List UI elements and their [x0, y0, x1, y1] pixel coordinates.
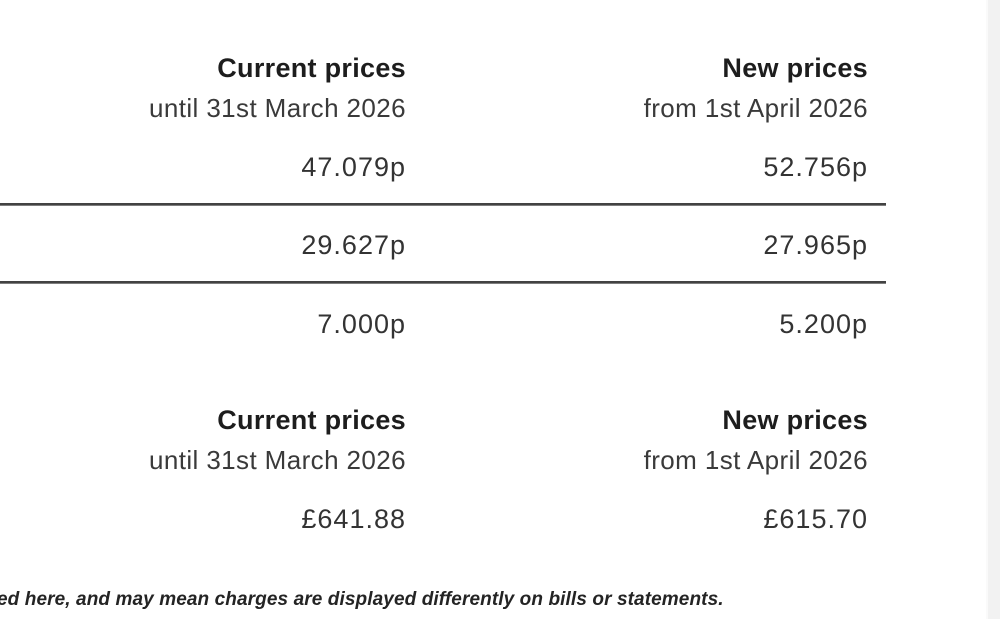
rate-2-new-value: 27.965p: [763, 230, 868, 260]
footnote-text: ed here, and may mean charges are displa…: [0, 589, 724, 610]
new-prices-subtitle: from 1st April 2026: [643, 445, 868, 475]
rate-2-current-value: 29.627p: [301, 230, 406, 260]
table-row: 47.079p 52.756p: [0, 152, 1000, 188]
page-right-margin-strip: [986, 0, 1000, 619]
rate-3-new-value: 5.200p: [779, 309, 868, 339]
cost-current-value: £641.88: [301, 504, 406, 534]
current-prices-subtitle: until 31st March 2026: [149, 93, 406, 123]
current-prices-header: Current prices: [217, 405, 406, 435]
cost-new-value: £615.70: [763, 504, 868, 534]
row-divider: [0, 281, 886, 284]
unit-rates-header-subtitle-row: until 31st March 2026 from 1st April 202…: [0, 93, 1000, 130]
new-prices-subtitle: from 1st April 2026: [643, 93, 868, 123]
current-prices-header: Current prices: [217, 53, 406, 83]
costs-header-title-row: Current prices New prices: [0, 405, 1000, 441]
table-row: 29.627p 27.965p: [0, 230, 1000, 266]
new-prices-header: New prices: [722, 405, 868, 435]
unit-rates-header-title-row: Current prices New prices: [0, 53, 1000, 89]
table-row: 7.000p 5.200p: [0, 309, 1000, 345]
new-prices-header: New prices: [722, 53, 868, 83]
row-divider: [0, 203, 886, 206]
rate-1-new-value: 52.756p: [763, 152, 868, 182]
rate-1-current-value: 47.079p: [301, 152, 406, 182]
rate-3-current-value: 7.000p: [317, 309, 406, 339]
costs-header-subtitle-row: until 31st March 2026 from 1st April 202…: [0, 445, 1000, 482]
table-row: £641.88 £615.70: [0, 504, 1000, 540]
current-prices-subtitle: until 31st March 2026: [149, 445, 406, 475]
